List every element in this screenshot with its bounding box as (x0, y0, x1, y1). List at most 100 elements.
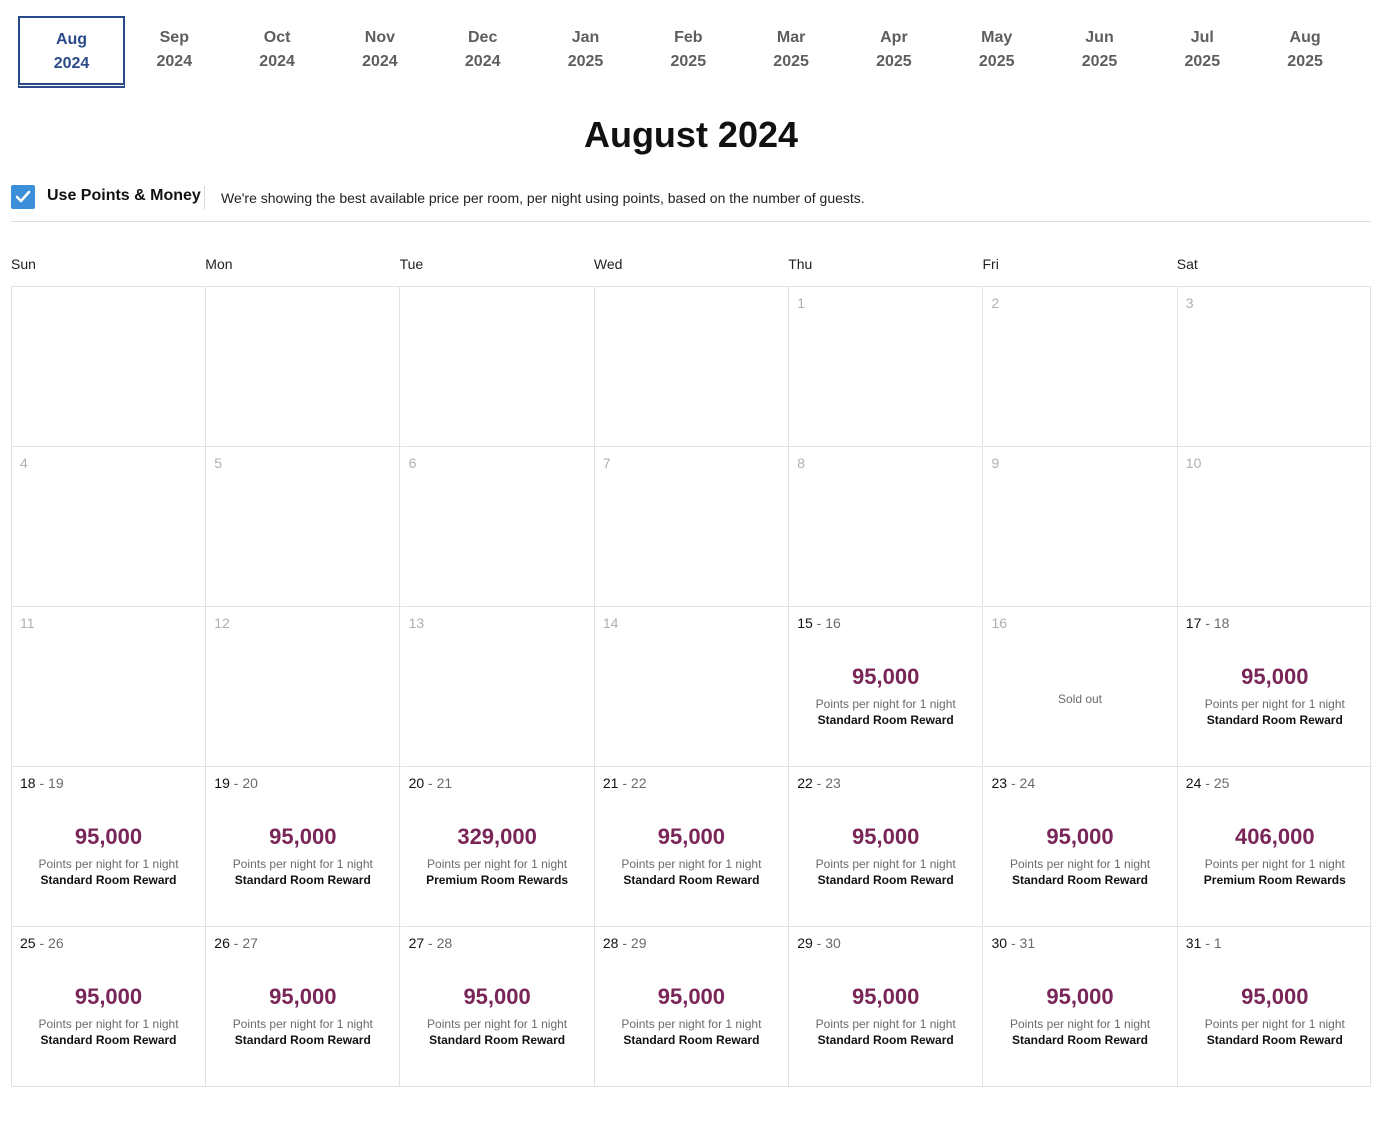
use-points-label[interactable]: Use Points & Money (47, 187, 201, 204)
calendar-day-cell[interactable]: 25 - 26 95,000 Points per night for 1 nigh… (12, 927, 206, 1087)
month-tab-month: Mar (776, 29, 806, 46)
calendar-day-cell[interactable]: 23 - 24 95,000 Points per night for 1 nigh… (983, 767, 1178, 927)
price-sub-label: Points per night for 1 night (1009, 857, 1151, 871)
points-price[interactable]: 95,000 (852, 984, 920, 1009)
month-tab[interactable]: Oct 2024 (224, 16, 331, 88)
calendar-day-cell[interactable]: 18 - 19 95,000 Points per night for 1 nigh… (12, 767, 206, 927)
points-price[interactable]: 95,000 (852, 824, 920, 849)
month-tab-year: 2025 (1287, 53, 1323, 70)
points-price[interactable]: 95,000 (269, 984, 337, 1009)
room-type: Standard Room Reward (234, 873, 371, 887)
points-price[interactable]: 95,000 (1241, 664, 1309, 689)
day-start: 13 (408, 615, 425, 631)
calendar-day-cell: 10 (1177, 447, 1372, 607)
points-price[interactable]: 95,000 (1241, 984, 1309, 1009)
day-range: 20 - 21 (408, 775, 453, 791)
month-tab[interactable]: Sep 2024 (121, 16, 228, 88)
day-range: 8 (797, 455, 805, 471)
points-price[interactable]: 95,000 (1046, 984, 1114, 1009)
day-range: 29 - 30 (797, 935, 841, 951)
calendar-day-cell[interactable]: 30 - 31 95,000 Points per night for 1 nigh… (984, 927, 1178, 1087)
calendar-day-cell[interactable]: 20 - 21 329,000 Points per night for 1 nig… (400, 767, 595, 927)
price-sub-label: Points per night for 1 night (1204, 857, 1345, 871)
day-end: 29 (630, 935, 647, 951)
day-start: 2 (991, 295, 1000, 311)
room-type: Standard Room Reward (429, 1033, 566, 1047)
points-price[interactable]: 95,000 (74, 984, 143, 1009)
calendar-day-cell[interactable]: 29 - 30 95,000 Points per night for 1 nigh… (789, 927, 984, 1087)
points-price[interactable]: 95,000 (657, 824, 726, 849)
room-type: Standard Room Reward (1011, 873, 1149, 887)
month-tab-year: 2024 (259, 53, 295, 70)
day-range: 3 (1186, 295, 1194, 311)
points-price[interactable]: 95,000 (1046, 824, 1114, 849)
points-price[interactable]: 406,000 (1235, 824, 1315, 849)
calendar-day-cell[interactable]: 26 - 27 95,000 Points per night for 1 nigh… (206, 927, 401, 1087)
day-range: 24 - 25 (1185, 775, 1230, 791)
calendar-day-cell: 8 (789, 447, 984, 607)
month-tab[interactable]: Dec 2024 (429, 16, 536, 88)
room-type: Standard Room Reward (1206, 1033, 1343, 1047)
month-tab-month: Dec (468, 29, 498, 46)
day-range: 30 - 31 (991, 935, 1036, 951)
month-tab-month: Jan (571, 29, 600, 46)
month-tab[interactable]: Apr 2025 (840, 16, 947, 88)
calendar-day-cell[interactable]: 17 - 18 95,000 Points per night for 1 nigh… (1177, 607, 1372, 767)
calendar-day-cell: 1 (789, 287, 984, 447)
month-tab-year: 2025 (978, 53, 1015, 70)
day-start: 12 (214, 615, 230, 631)
points-price[interactable]: 329,000 (457, 824, 537, 849)
calendar-day-cell: 9 (983, 447, 1178, 607)
month-tab[interactable]: Aug 2025 (1252, 16, 1359, 88)
day-end: 21 (436, 775, 453, 791)
day-range: 9 (992, 455, 1000, 471)
points-price[interactable]: 95,000 (463, 984, 531, 1009)
price-sub-label: Points per night for 1 night (621, 1017, 762, 1031)
day-range: 12 (214, 615, 230, 631)
day-range: 2 (992, 295, 1000, 311)
points-price[interactable]: 95,000 (852, 664, 920, 689)
month-tab[interactable]: Jan 2025 (532, 16, 639, 88)
calendar-day-cell[interactable]: 22 - 23 95,000 Points per night for 1 nigh… (789, 767, 984, 927)
room-type: Standard Room Reward (817, 713, 954, 727)
calendar-day-cell (594, 287, 789, 447)
day-start: 6 (408, 455, 417, 471)
month-tab-year: 2024 (362, 53, 398, 70)
room-type: Premium Room Rewards (1203, 873, 1346, 887)
month-tab[interactable]: Jun 2025 (1046, 16, 1153, 88)
calendar-day-cell[interactable]: 28 - 29 95,000 Points per night for 1 nigh… (595, 927, 789, 1087)
points-price[interactable]: 95,000 (269, 824, 337, 849)
day-end: 30 (825, 935, 841, 951)
calendar-day-cell[interactable]: 31 - 1 95,000 Points per night for 1 night… (1178, 927, 1372, 1087)
use-points-checkbox[interactable] (11, 185, 35, 209)
month-tab[interactable]: May 2025 (943, 16, 1050, 88)
month-tab[interactable]: Nov 2024 (326, 16, 433, 88)
points-price[interactable]: 95,000 (74, 824, 143, 849)
price-sub-label: Points per night for 1 night (38, 857, 179, 871)
points-price[interactable]: 95,000 (657, 984, 726, 1009)
day-range: 28 - 29 (602, 935, 647, 951)
divider (204, 186, 205, 210)
month-tab[interactable]: Feb 2025 (635, 16, 742, 88)
calendar-day-cell: 13 (400, 607, 595, 767)
month-tab-year: 2025 (567, 53, 604, 70)
calendar-day-cell[interactable]: 24 - 25 406,000 Points per night for 1 nig… (1177, 767, 1372, 927)
month-tab[interactable]: Mar 2025 (738, 16, 845, 88)
month-tab[interactable]: Aug 2024 (18, 16, 125, 88)
day-end: 25 (1213, 775, 1230, 791)
month-tab-year: 2024 (464, 53, 501, 70)
month-tab[interactable]: Jul 2025 (1149, 16, 1256, 88)
calendar-day-cell[interactable]: 19 - 20 95,000 Points per night for 1 nigh… (206, 767, 401, 927)
month-tab-month: Apr (880, 29, 908, 46)
day-start: 22 (797, 775, 813, 791)
price-sub-label: Points per night for 1 night (621, 857, 762, 871)
day-start: 1 (797, 295, 805, 311)
calendar-day-cell[interactable]: 15 - 16 95,000 Points per night for 1 nigh… (789, 607, 984, 767)
calendar-day-cell (12, 287, 206, 447)
room-type: Standard Room Reward (817, 873, 954, 887)
calendar-day-cell: 7 (594, 447, 789, 607)
calendar-day-cell[interactable]: 21 - 22 95,000 Points per night for 1 nigh… (594, 767, 789, 927)
price-sub-label: Points per night for 1 night (427, 1017, 568, 1031)
calendar-day-cell[interactable]: 27 - 28 95,000 Points per night for 1 nigh… (401, 927, 595, 1087)
day-range: 6 (409, 455, 417, 471)
